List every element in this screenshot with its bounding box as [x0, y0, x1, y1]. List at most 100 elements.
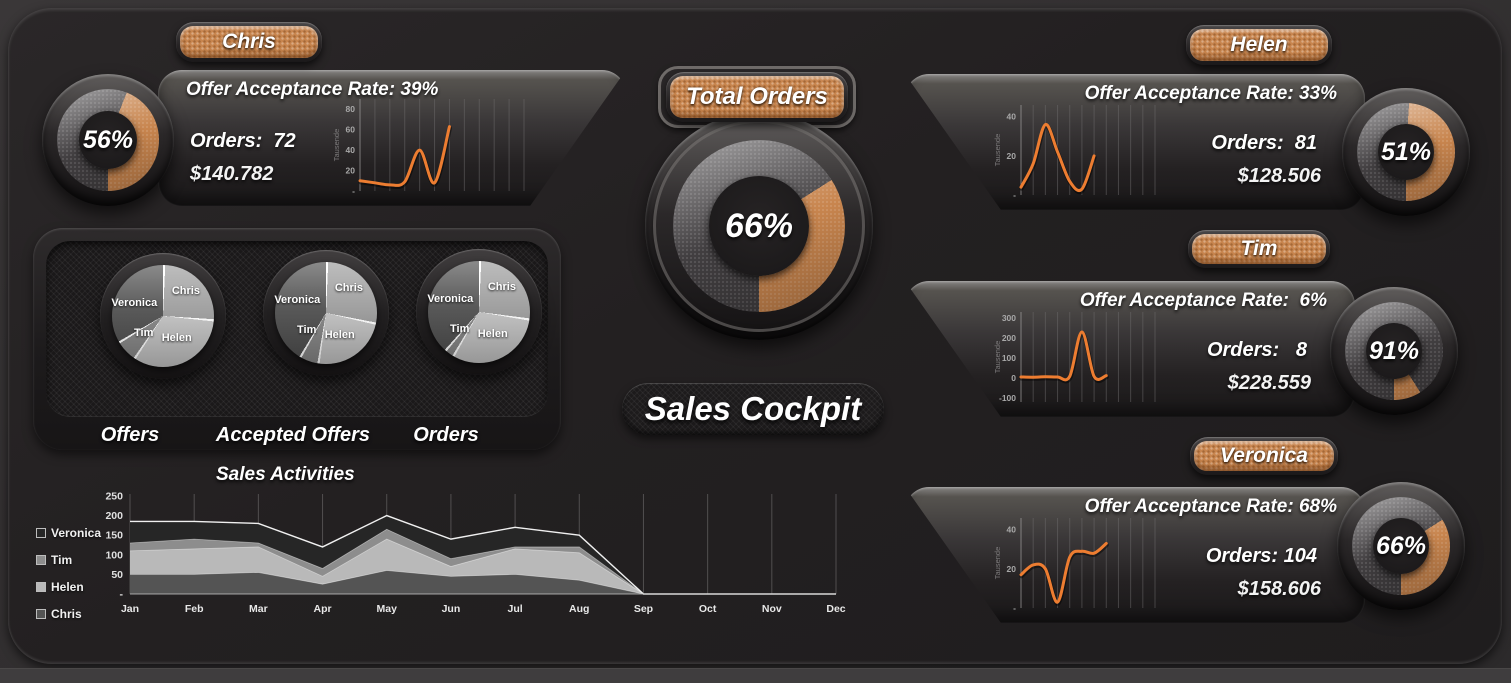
badge-tim-plate: Tim — [1192, 234, 1326, 264]
spark-axis-unit: Tausende — [332, 129, 341, 162]
legend-label: Helen — [51, 579, 84, 594]
badge-total-orders: Total Orders — [666, 72, 848, 122]
spark-axis-unit: Tausende — [993, 547, 1002, 580]
area-chart-title: Sales Activities — [216, 464, 355, 485]
total-orders-gauge-value: 66% — [724, 206, 794, 245]
legend-item: Veronica — [36, 519, 101, 546]
svg-text:-100: -100 — [999, 393, 1016, 403]
chris-gauge-hole: 56% — [79, 111, 137, 169]
svg-text:20: 20 — [1007, 151, 1017, 161]
svg-text:200: 200 — [1002, 333, 1016, 343]
month-tick-label: Apr — [313, 603, 331, 615]
helen-orders: Orders: 81 — [1211, 132, 1317, 154]
sparkline-svg: 300 200 100 0 -100 Tausende — [993, 312, 1156, 403]
accepted-offers-pie-bezel: Veronica Chris Tim Helen — [263, 250, 389, 376]
month-tick-label: Oct — [699, 603, 717, 615]
accepted-pie-label-tim: Tim — [297, 324, 317, 337]
legend-label: Chris — [51, 606, 82, 621]
svg-text:40: 40 — [346, 145, 356, 155]
veronica-amount: $158.606 — [1237, 578, 1321, 600]
accepted-pie-label-veronica: Veronica — [274, 294, 321, 307]
veronica-orders: Orders: 104 — [1205, 545, 1317, 567]
area-chart-svg: 250 200 150 100 50 - Jan Feb Mar Apr May Jun Jul Aug S… — [105, 490, 845, 615]
month-tick-label: Nov — [762, 603, 782, 615]
veronica-sparkline-chart: 40 20 - Tausende — [989, 513, 1159, 615]
dashboard-title: Sales Cockpit — [644, 390, 862, 427]
month-tick-label: Aug — [569, 603, 589, 615]
svg-text:-: - — [120, 589, 124, 601]
helen-gauge: 51% — [1342, 88, 1470, 216]
badge-chris-label: Chris — [222, 30, 276, 53]
svg-text:-: - — [1013, 603, 1016, 613]
month-tick-label: Dec — [826, 603, 845, 615]
bottom-bar — [0, 668, 1511, 683]
tim-gauge: 91% — [1330, 287, 1458, 415]
offers-pie-label-tim: Tim — [134, 327, 154, 340]
orders-pie-label-tim: Tim — [450, 323, 470, 336]
accepted-pie-label-helen: Helen — [324, 329, 355, 342]
svg-text:40: 40 — [1007, 525, 1017, 535]
spark-axis-unit: Tausende — [993, 341, 1002, 374]
tim-gauge-hole: 91% — [1366, 323, 1422, 379]
legend-item: Chris — [36, 600, 101, 627]
pie-caption-offers: Offers — [100, 424, 160, 446]
badge-veronica: Veronica — [1190, 437, 1338, 475]
pies-panel: Veronica Chris Tim Helen Veronica Chris … — [33, 228, 561, 450]
month-tick-label: Mar — [249, 603, 268, 615]
legend-swatch — [36, 554, 46, 565]
legend-item: Tim — [36, 546, 101, 573]
pie-caption-orders: Orders — [413, 424, 479, 446]
pie-caption-accepted-offers: Accepted Offers — [215, 424, 371, 446]
legend-label: Tim — [51, 552, 73, 567]
veronica-acceptance-rate: Offer Acceptance Rate: 68% — [1084, 496, 1337, 517]
orders-pie-label-veronica: Veronica — [427, 293, 474, 306]
svg-text:150: 150 — [105, 530, 123, 542]
sparkline-svg: 80 60 40 20 - Tausende — [328, 94, 528, 198]
svg-text:-: - — [1013, 190, 1016, 200]
legend-label: Veronica — [51, 525, 102, 540]
tim-amount: $228.559 — [1227, 372, 1311, 394]
svg-text:200: 200 — [105, 510, 123, 522]
badge-helen-plate: Helen — [1190, 29, 1328, 61]
helen-acceptance-rate: Offer Acceptance Rate: 33% — [1084, 83, 1337, 104]
tim-gauge-value: 91% — [1368, 336, 1420, 365]
badge-total-orders-plate: Total Orders — [670, 76, 844, 118]
tim-sparkline-chart: 300 200 100 0 -100 Tausende — [989, 307, 1159, 409]
chris-sparkline-chart: 80 60 40 20 - Tausende — [328, 94, 528, 198]
legend-swatch — [36, 581, 46, 592]
chris-acceptance-rate: Offer Acceptance Rate: 39% — [186, 79, 439, 100]
badge-helen: Helen — [1186, 25, 1332, 65]
offers-pie-chart — [112, 265, 214, 367]
legend-swatch — [36, 527, 46, 538]
badge-tim-label: Tim — [1240, 237, 1278, 260]
helen-amount: $128.506 — [1237, 165, 1321, 187]
svg-text:0: 0 — [1011, 373, 1016, 383]
svg-text:-: - — [352, 186, 355, 196]
legend-item: Helen — [36, 573, 101, 600]
svg-text:50: 50 — [111, 569, 123, 581]
svg-text:100: 100 — [1002, 353, 1016, 363]
spark-axis-unit: Tausende — [993, 134, 1002, 167]
month-tick-label: Feb — [185, 603, 204, 615]
orders-pie-label-helen: Helen — [477, 328, 508, 341]
total-orders-gauge-hole: 66% — [709, 176, 809, 276]
svg-text:250: 250 — [105, 490, 123, 502]
accepted-offers-pie-chart — [275, 262, 377, 364]
badge-veronica-label: Veronica — [1220, 444, 1308, 467]
helen-gauge-hole: 51% — [1378, 124, 1434, 180]
veronica-gauge-value: 66% — [1375, 531, 1427, 560]
badge-chris: Chris — [176, 22, 322, 62]
offers-pie-label-veronica: Veronica — [111, 297, 158, 310]
svg-text:20: 20 — [1007, 564, 1017, 574]
offers-pie-bezel: Veronica Chris Tim Helen — [100, 253, 226, 379]
helen-gauge-value: 51% — [1380, 137, 1432, 166]
helen-sparkline-chart: 40 20 - Tausende — [989, 100, 1159, 202]
veronica-gauge: 66% — [1337, 482, 1465, 610]
orders-pie-bezel: Veronica Chris Tim Helen — [416, 249, 542, 375]
offers-pie-label-chris: Chris — [171, 284, 200, 297]
veronica-gauge-hole: 66% — [1373, 518, 1429, 574]
sparkline-svg: 40 20 - Tausende — [993, 518, 1156, 613]
badge-chris-plate: Chris — [180, 26, 318, 58]
tim-orders: Orders: 8 — [1206, 339, 1307, 361]
